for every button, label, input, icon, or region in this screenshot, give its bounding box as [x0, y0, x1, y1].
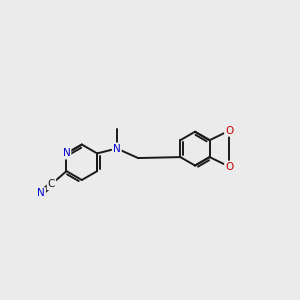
Text: N: N	[113, 143, 121, 154]
Text: O: O	[225, 162, 233, 172]
Text: O: O	[225, 126, 233, 136]
Text: N: N	[37, 188, 45, 198]
Text: C: C	[48, 179, 55, 189]
Text: N: N	[63, 148, 70, 158]
